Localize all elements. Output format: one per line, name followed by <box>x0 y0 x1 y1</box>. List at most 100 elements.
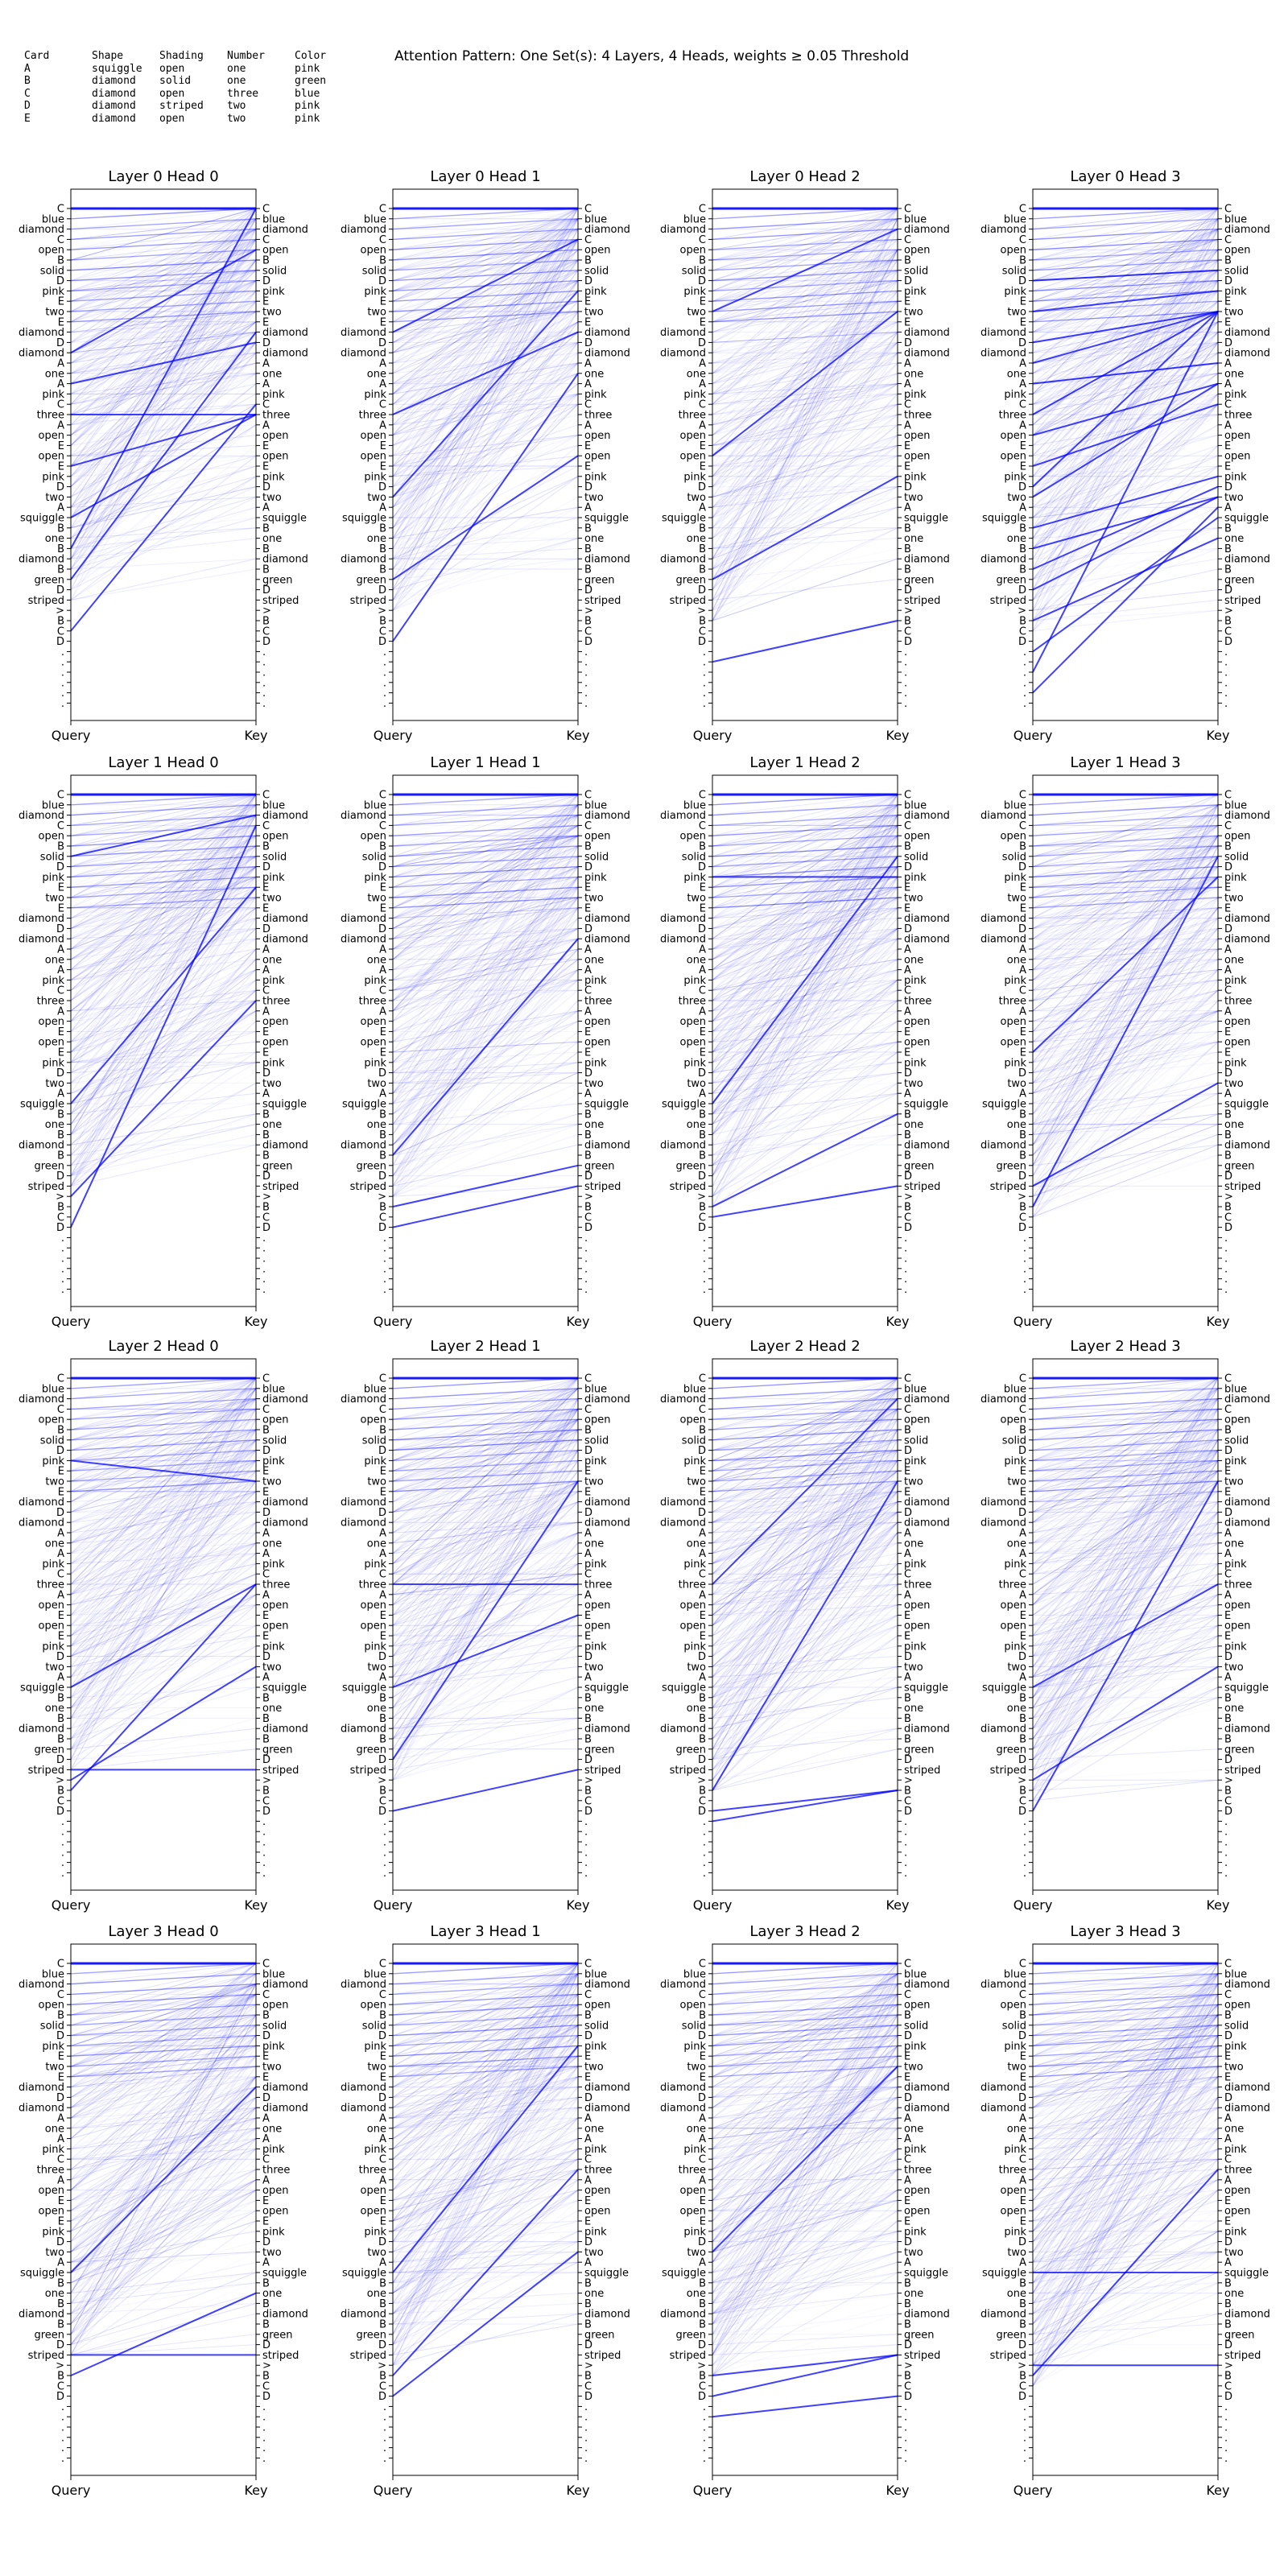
attention-edge <box>70 476 257 529</box>
attention-edge <box>70 332 257 353</box>
card-table-cell: B <box>24 75 31 87</box>
attention-edge <box>1033 836 1218 1124</box>
attention-edge <box>392 352 579 374</box>
attention-edge <box>70 332 257 405</box>
key-token-label: . <box>904 1284 907 1296</box>
attention-edge-strong <box>1032 290 1219 312</box>
attention-edge <box>70 218 257 230</box>
panel-title: Layer 1 Head 2 <box>749 754 860 771</box>
attention-edge <box>70 229 257 590</box>
attention-edge <box>392 249 579 426</box>
attention-edge-strong <box>392 1185 579 1228</box>
query-token-label: . <box>61 657 64 669</box>
attention-edge <box>70 259 257 487</box>
attention-edge-strong <box>70 414 257 518</box>
attention-edge <box>70 341 257 374</box>
attention-edge <box>70 300 257 374</box>
key-token-label: striped <box>262 595 299 607</box>
attention-edge <box>392 238 579 343</box>
attention-edge <box>392 280 579 374</box>
attention-edge <box>392 311 579 333</box>
attention-edge <box>392 311 579 323</box>
attention-edge <box>70 270 257 291</box>
attention-edge <box>70 373 257 477</box>
attention-edge <box>70 300 257 394</box>
query-token-label: three <box>37 410 64 422</box>
attention-edge <box>392 1185 579 1197</box>
attention-edge <box>70 311 257 323</box>
attention-edge <box>70 259 257 323</box>
query-axis-label: Query <box>374 728 413 743</box>
attention-edge <box>70 270 257 282</box>
key-axis-label: Key <box>244 1897 267 1913</box>
attention-edge <box>70 229 257 282</box>
card-table-cell: blue <box>295 87 320 100</box>
attention-edge <box>70 332 257 364</box>
attention-edge <box>392 300 579 364</box>
attention-edge <box>392 218 579 323</box>
attention-edge <box>392 228 579 241</box>
card-table-cell: two <box>227 100 246 112</box>
attention-edge <box>70 476 257 601</box>
attention-edge <box>392 238 579 250</box>
query-token-label: . <box>61 1868 64 1880</box>
attention-edge <box>70 527 257 549</box>
attention-edge <box>70 300 257 364</box>
attention-edge <box>392 259 579 271</box>
attention-edge <box>70 229 257 312</box>
query-token-label: D <box>56 584 64 597</box>
key-token-label: C <box>262 234 270 246</box>
query-token-label: D <box>56 275 64 287</box>
attention-edge <box>392 259 579 323</box>
attention-edge <box>70 527 257 539</box>
attention-edge <box>392 435 579 467</box>
attention-edge <box>70 291 257 487</box>
attention-edge <box>392 208 579 312</box>
attention-edge <box>70 238 257 261</box>
attention-edge <box>70 218 257 353</box>
attention-edge <box>70 496 257 591</box>
key-token-label: C <box>262 399 270 411</box>
attention-edge <box>392 538 579 611</box>
attention-edge <box>392 300 579 312</box>
key-axis-label: Key <box>244 1314 267 1329</box>
attention-edge <box>392 270 579 343</box>
query-token-label: A <box>57 419 64 431</box>
key-token-label: D <box>262 275 270 287</box>
panel-frame <box>70 188 257 721</box>
key-token-label: D <box>262 584 270 597</box>
query-token-label: . <box>703 1284 706 1296</box>
query-token-label: . <box>61 687 64 700</box>
attention-edge <box>392 332 579 436</box>
key-token-label: D <box>262 636 270 648</box>
attention-edge <box>70 229 257 333</box>
attention-edge <box>392 218 579 394</box>
figure-title: Attention Pattern: One Set(s): 4 Layers,… <box>394 48 910 64</box>
query-token-label: green <box>34 574 64 586</box>
attention-edge <box>392 259 579 426</box>
attention-edge <box>70 208 257 343</box>
attention-edge <box>392 239 579 394</box>
attention-edge <box>70 455 257 601</box>
card-table-cell: three <box>227 87 259 100</box>
card-table-cell: pink <box>295 100 320 112</box>
attention-edge <box>70 291 257 559</box>
attention-edge <box>70 259 257 271</box>
attention-edge <box>70 259 257 271</box>
key-token-label: pink <box>262 471 285 483</box>
attention-edge <box>70 218 257 364</box>
attention-edge <box>392 249 579 405</box>
attention-edge <box>392 239 579 467</box>
attention-edge <box>70 1388 257 1678</box>
attention-edge <box>70 373 257 497</box>
attention-edge <box>392 341 579 385</box>
attention-edge <box>70 332 257 353</box>
attention-edge <box>70 300 257 601</box>
attention-edge <box>70 300 257 487</box>
attention-edge <box>392 239 579 436</box>
attention-edge <box>70 311 257 333</box>
attention-edge <box>70 229 257 302</box>
query-axis-label: Query <box>52 728 91 743</box>
attention-edge <box>70 259 257 518</box>
attention-edge <box>392 290 579 394</box>
